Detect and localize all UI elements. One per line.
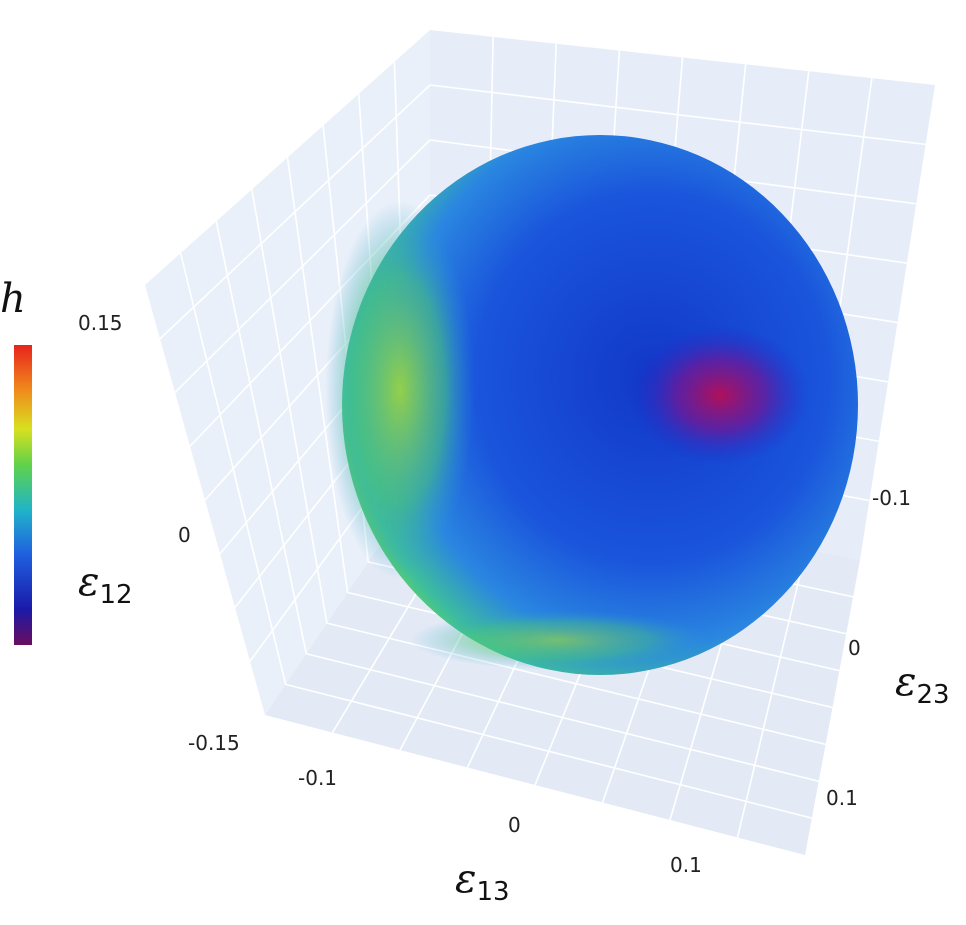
colorbar: h [0,276,32,645]
x-tick: 0.1 [670,853,702,877]
x-axis-label: ε13 [455,856,510,907]
x-axis: -0.1 0 0.1 ε13 [298,766,702,907]
z-axis: 0.15 0 -0.15 ε12 [78,311,240,755]
surface-hot-spot [630,325,810,465]
z-axis-label: ε12 [78,559,133,610]
surface-green-bottom [410,610,710,670]
z-tick: 0.15 [78,311,123,335]
z-tick: -0.15 [188,731,240,755]
x-tick: -0.1 [298,766,337,790]
x-tick: 0 [508,813,521,837]
grid-line [736,548,808,838]
colorbar-gradient [14,345,32,645]
surface-body [342,135,858,675]
y-tick: 0.1 [826,786,858,810]
y-axis-label: ε23 [895,659,950,710]
z-tick: 0 [178,523,191,547]
surface [325,135,858,675]
y-tick: -0.1 [872,486,911,510]
y-axis: -0.1 0 0.1 ε23 [826,486,950,810]
colorbar-title: h [0,276,26,322]
y-tick: 0 [848,636,861,660]
surface-green-region [325,200,475,580]
